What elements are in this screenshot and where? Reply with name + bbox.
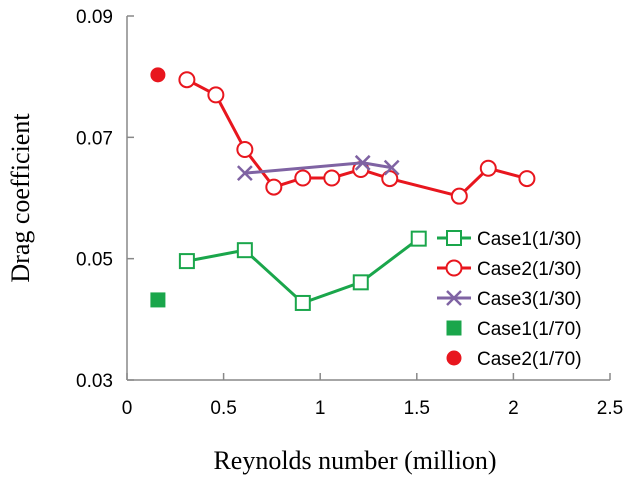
series (236, 154, 400, 182)
data-point-filled-circle (446, 350, 462, 366)
legend-item: Case2(1/70) (446, 349, 582, 370)
y-tick-label: 0.05 (76, 250, 113, 271)
legend-item: Case3(1/30) (437, 289, 582, 310)
data-point-open-circle (323, 169, 341, 187)
legend-item: Case1(1/70) (446, 319, 582, 340)
data-point-filled-square (150, 292, 166, 308)
series (178, 230, 427, 311)
x-tick-label: 1 (315, 398, 326, 419)
x-tick-label: 0 (122, 398, 133, 419)
data-point-open-square (446, 230, 462, 246)
y-tick-label: 0.09 (76, 7, 113, 28)
x-marker-stroke (446, 290, 462, 306)
data-point-open-circle (479, 159, 497, 177)
x-marker-stroke (383, 159, 400, 176)
data-point-x (383, 159, 400, 176)
x-marker-stroke (236, 165, 253, 182)
x-tick-label: 1.5 (404, 398, 430, 419)
axes (126, 16, 610, 381)
data-point-open-circle (178, 71, 196, 89)
data-point-open-circle (236, 140, 254, 158)
data-point-filled-square (446, 320, 462, 336)
data-point-open-square (294, 294, 311, 311)
x-tick-label: 2 (508, 398, 519, 419)
y-axis-title: Drag coefficient (6, 113, 35, 283)
legend-item: Case1(1/30) (437, 229, 582, 250)
data-point-open-circle (265, 178, 283, 196)
legend-label: Case3(1/30) (477, 289, 582, 310)
data-point-filled-circle (150, 67, 166, 83)
data-point-open-square (236, 242, 253, 259)
data-point-open-circle (450, 187, 468, 205)
x-tick-label: 0.5 (210, 398, 236, 419)
y-tick-label: 0.07 (76, 128, 113, 149)
y-tick-label: 0.03 (76, 371, 113, 392)
series (150, 67, 166, 83)
data-point-x (446, 290, 462, 306)
x-axis-title: Reynolds number (million) (213, 446, 496, 475)
legend-item: Case2(1/30) (437, 259, 582, 280)
series-line (186, 237, 420, 305)
data-series (150, 67, 536, 311)
data-point-open-circle (445, 259, 463, 277)
legend-label: Case1(1/70) (477, 319, 582, 340)
axis-ticks: 0.03 0.05 0.07 0.09 0 0.5 1 1.5 2 2.5 (76, 7, 623, 419)
series (178, 71, 536, 205)
data-point-open-square (352, 274, 369, 291)
legend: Case1(1/30) Case2(1/30) Case3(1/30) Case1(1… (437, 229, 582, 370)
legend-label: Case2(1/30) (477, 259, 582, 280)
x-marker-stroke (354, 154, 371, 171)
data-point-x (354, 154, 371, 171)
legend-label: Case2(1/70) (477, 349, 582, 370)
legend-label: Case1(1/30) (477, 229, 582, 250)
data-point-x (236, 165, 253, 182)
data-point-open-square (178, 253, 195, 270)
data-point-open-circle (518, 170, 536, 188)
series (150, 292, 166, 308)
x-tick-label: 2.5 (597, 398, 623, 419)
data-point-open-square (410, 230, 427, 247)
data-point-open-circle (294, 169, 312, 187)
data-point-open-circle (207, 86, 225, 104)
